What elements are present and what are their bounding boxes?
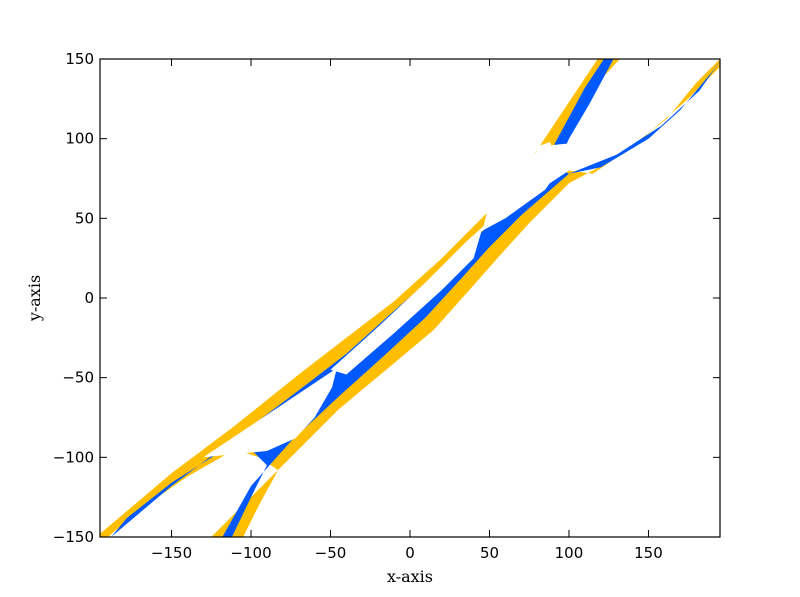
center-white-polygon-0 [203, 368, 337, 458]
y-tick-label: 50 [75, 209, 94, 227]
x-tick-label: −150 [151, 544, 192, 562]
y-tick-label: −50 [62, 369, 94, 387]
center-white-polygon-2 [483, 138, 617, 228]
x-tick-label: −50 [315, 544, 347, 562]
y-axis-label: y-axis [25, 275, 44, 322]
y-axis-ticks: −150 −100 −50 0 50 100 150 [53, 50, 720, 546]
x-tick-label: 150 [634, 544, 663, 562]
x-tick-label: 50 [480, 544, 499, 562]
x-tick-label: −100 [230, 544, 271, 562]
contour-regions [100, 59, 720, 537]
y-tick-label: −150 [53, 528, 94, 546]
y-tick-label: −100 [53, 448, 94, 466]
x-axis-label: x-axis [387, 567, 433, 586]
y-tick-label: 150 [65, 50, 94, 68]
x-axis-ticks: −150 −100 −50 0 50 100 150 [151, 59, 663, 562]
y-tick-label: 0 [84, 289, 94, 307]
x-tick-label: 100 [555, 544, 584, 562]
x-tick-label: 0 [405, 544, 415, 562]
y-tick-label: 100 [65, 130, 94, 148]
